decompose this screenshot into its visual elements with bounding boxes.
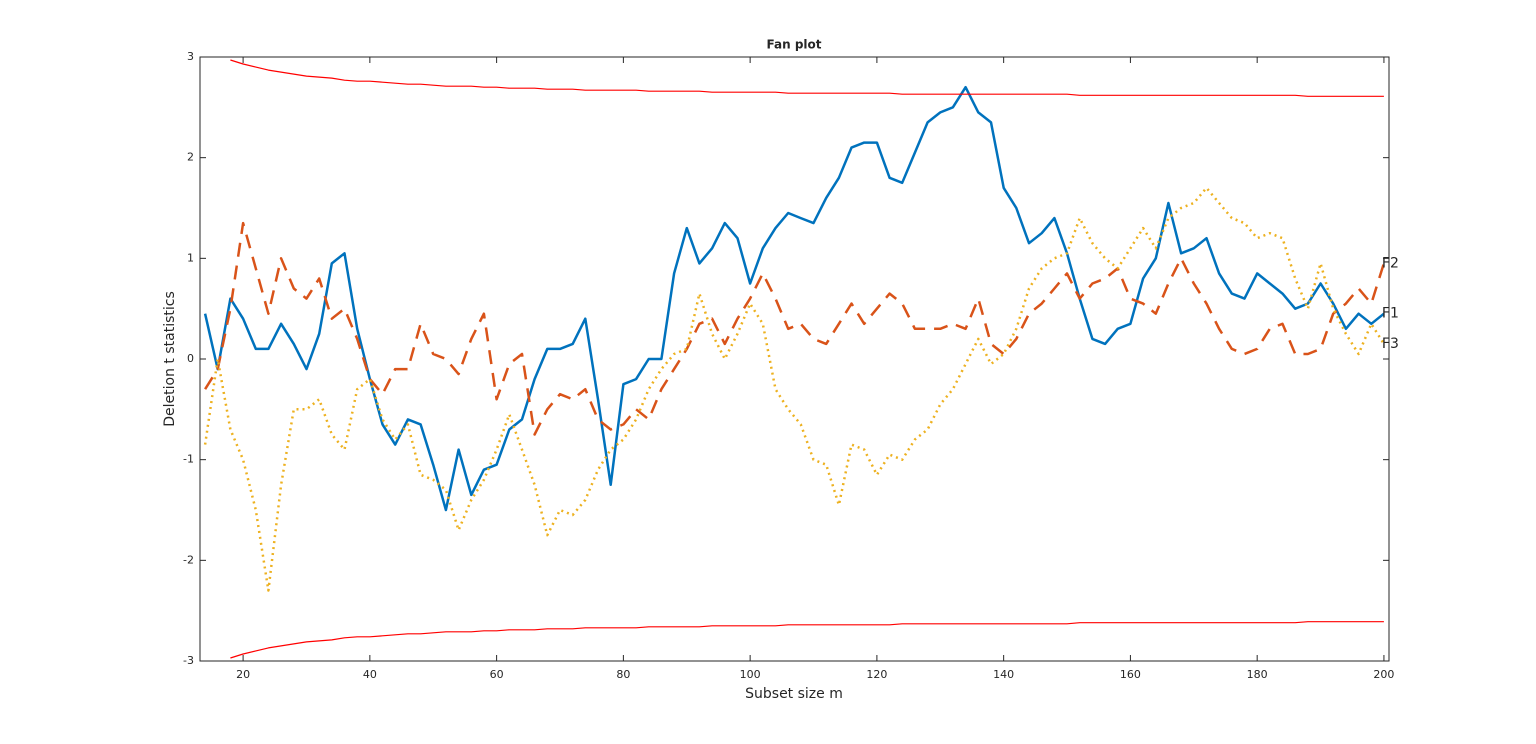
series-label: F3 <box>1382 336 1399 352</box>
y-tick-label: -3 <box>183 654 194 667</box>
y-axis-label: Deletion t statistics <box>162 291 178 427</box>
y-tick-label: -1 <box>183 453 194 466</box>
plot-frame <box>199 56 1390 662</box>
x-tick-label: 200 <box>1373 668 1394 681</box>
x-tick-label: 100 <box>740 668 761 681</box>
y-tick-label: 3 <box>187 50 194 63</box>
y-tick-label: -2 <box>183 553 194 566</box>
series-line <box>203 85 1385 512</box>
series-line <box>230 59 1384 97</box>
x-tick-label: 180 <box>1247 668 1268 681</box>
series-label: F2 <box>1382 255 1399 271</box>
x-tick-label: 140 <box>993 668 1014 681</box>
series-label: F1 <box>1382 306 1399 322</box>
x-tick-label: 60 <box>490 668 504 681</box>
series-line <box>230 621 1384 659</box>
x-axis-label: Subset size m <box>745 686 843 702</box>
chart-title: Fan plot <box>767 38 822 52</box>
x-tick-label: 80 <box>616 668 630 681</box>
y-tick-label: 1 <box>187 251 194 264</box>
y-tick-label: 2 <box>187 151 194 164</box>
y-tick-label: 0 <box>187 352 194 365</box>
x-tick-label: 160 <box>1120 668 1141 681</box>
series-line <box>204 221 1386 436</box>
x-tick-label: 120 <box>866 668 887 681</box>
x-tick-label: 40 <box>363 668 377 681</box>
series-line <box>203 186 1385 592</box>
x-tick-label: 20 <box>236 668 250 681</box>
